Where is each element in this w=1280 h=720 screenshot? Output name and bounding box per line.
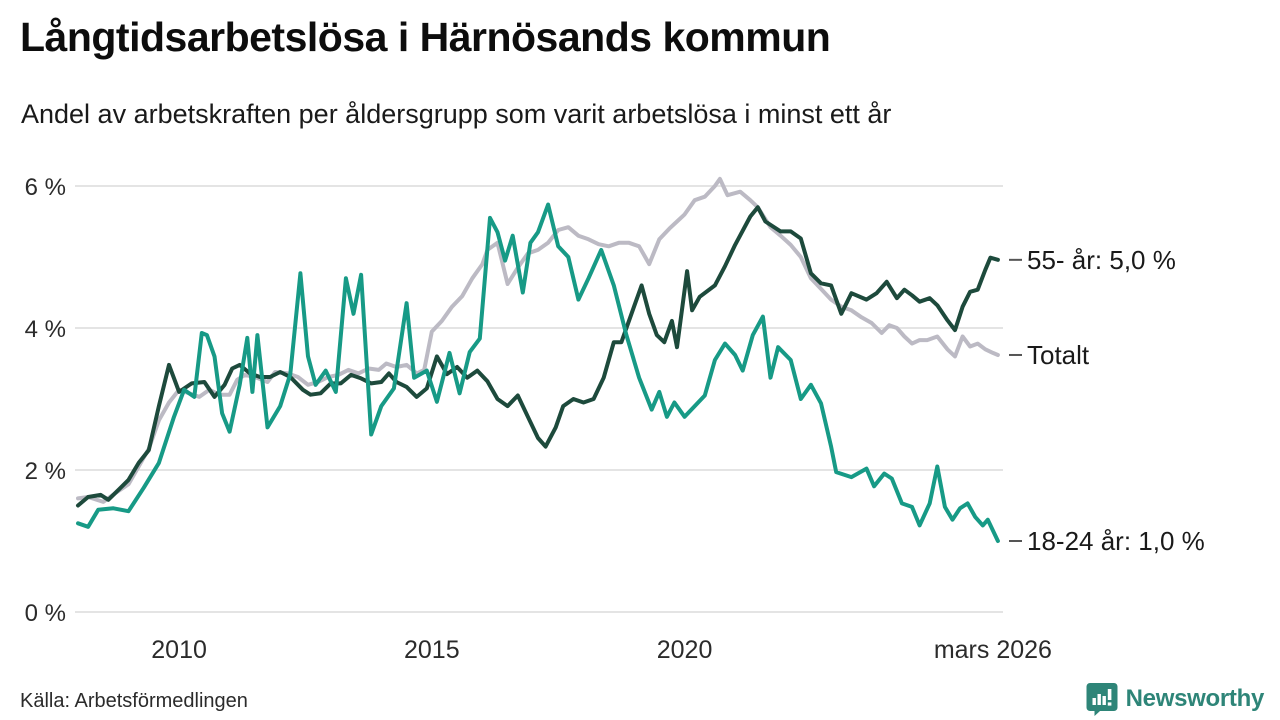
series-end-label: Totalt <box>1027 340 1090 370</box>
y-tick-label: 2 % <box>25 458 66 485</box>
series-line-18-24-r <box>76 202 1000 543</box>
newsworthy-icon <box>1086 682 1118 716</box>
x-tick-label: 2010 <box>151 636 207 664</box>
page-title: Långtidsarbetslösa i Härnösands kommun <box>20 14 831 60</box>
series-line-55-r <box>76 205 1000 508</box>
y-tick-label: 4 % <box>25 316 66 343</box>
y-tick-label: 0 % <box>25 600 66 627</box>
series-end-label: 18-24 år: 1,0 % <box>1027 526 1205 556</box>
series-end-label: 55- år: 5,0 % <box>1027 245 1176 275</box>
brand-logo: Newsworthy <box>1086 682 1264 716</box>
x-tick-label: 2020 <box>657 636 713 664</box>
series-line-totalt <box>76 176 1000 504</box>
chart-subtitle: Andel av arbetskraften per åldersgrupp s… <box>21 99 892 129</box>
x-tick-label: 2015 <box>404 636 460 664</box>
source-note: Källa: Arbetsförmedlingen <box>20 690 248 712</box>
brand-name: Newsworthy <box>1125 685 1265 712</box>
x-tick-label: mars 2026 <box>934 636 1052 664</box>
y-tick-label: 6 % <box>25 174 66 201</box>
